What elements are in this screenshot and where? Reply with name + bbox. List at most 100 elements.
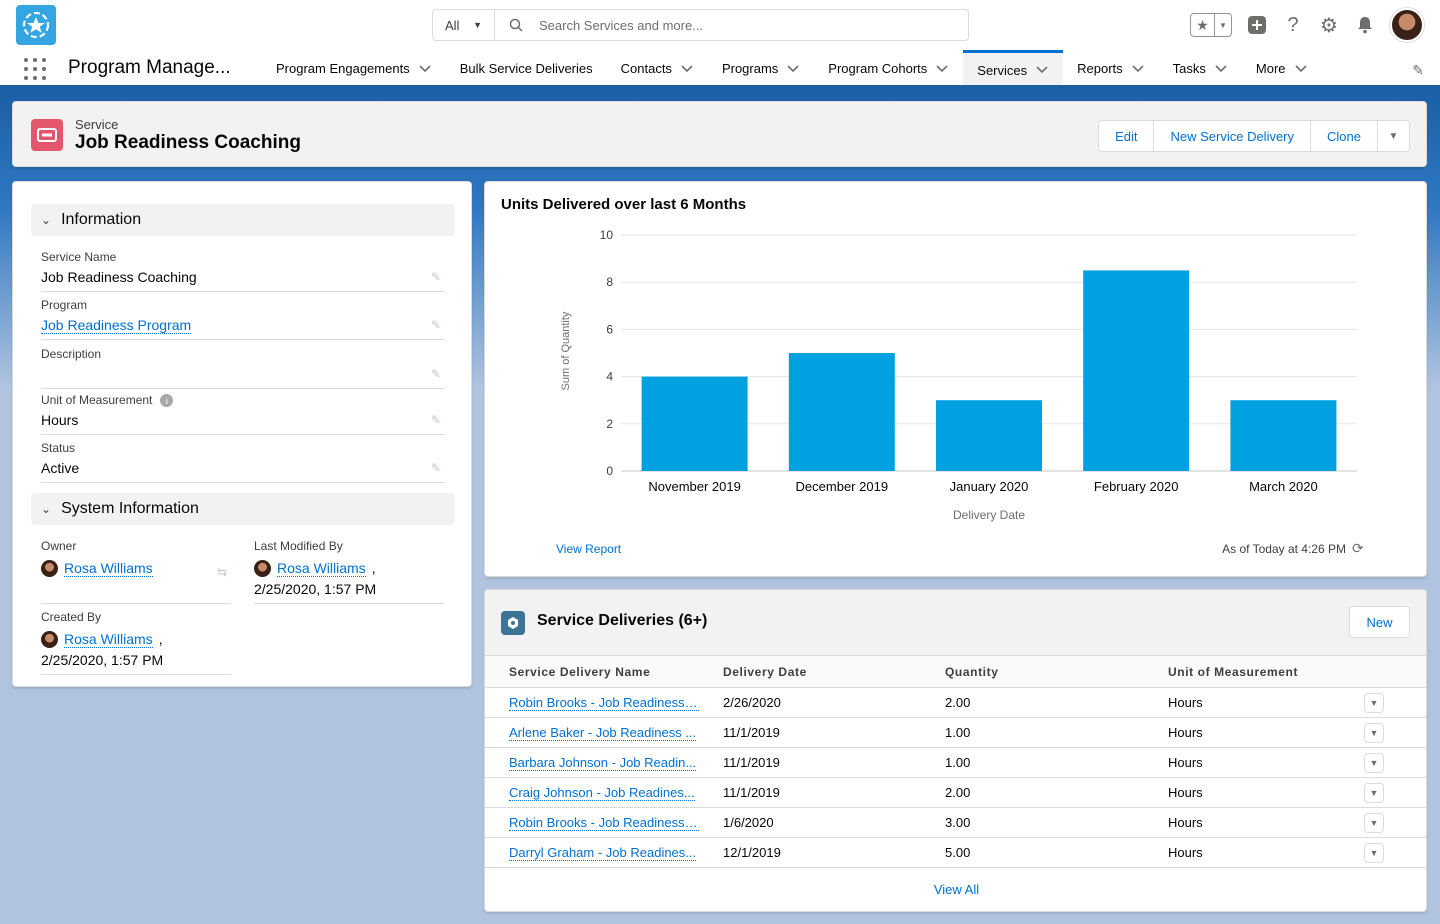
pencil-icon[interactable]: ✎ [430,270,441,284]
column-header[interactable]: Delivery Date [699,655,921,688]
service-delivery-icon [501,611,525,635]
service-delivery-link[interactable]: Robin Brooks - Job Readiness ... [485,807,699,838]
created-by-link[interactable]: Rosa Williams [64,630,153,648]
service-delivery-link[interactable]: Darryl Graham - Job Readines... [485,837,699,868]
change-owner-icon[interactable]: ⇆ [216,565,227,579]
information-section-toggle[interactable]: ⌄ Information [31,204,455,236]
unit-cell: Hours [1144,687,1364,718]
bar-3 [1083,270,1190,471]
field-label: Owner [41,539,77,553]
notifications-button[interactable] [1354,14,1376,36]
record-details-card: ⌄ Information Service Name Job Readiness… [12,181,472,687]
global-header: All ▼ Search Services and more... ★ ▼ ? … [0,0,1440,50]
field-value: Active [41,460,80,476]
pencil-icon[interactable]: ✎ [430,413,441,427]
owner-link[interactable]: Rosa Williams [64,559,153,577]
row-actions-chevron-down-icon[interactable]: ▼ [1364,722,1384,743]
new-button[interactable]: New [1349,606,1410,638]
row-actions-chevron-down-icon[interactable]: ▼ [1364,752,1384,773]
quantity-cell: 2.00 [921,687,1144,718]
nav-tab-label: Tasks [1172,61,1206,76]
nav-tab-label: More [1255,61,1286,76]
info-icon[interactable]: i [160,394,174,408]
table-row: Barbara Johnson - Job Readin... 11/1/2019… [485,747,1426,778]
row-actions-chevron-down-icon[interactable]: ▼ [1364,842,1384,863]
row-actions-chevron-down-icon[interactable]: ▼ [1364,692,1384,713]
global-create-button[interactable] [1246,14,1268,36]
nav-tab-programs[interactable]: Programs [708,50,814,87]
nav-tab-contacts[interactable]: Contacts [607,50,708,87]
row-actions-chevron-down-icon[interactable]: ▼ [1364,812,1384,833]
service-name-field: Service Name Job Readiness Coaching ✎ [41,250,445,292]
chevron-down-icon[interactable] [1294,62,1308,76]
nav-tab-program-engagements[interactable]: Program Engagements [262,50,446,87]
search-input[interactable]: Search Services and more... [495,10,968,40]
chevron-down-icon[interactable] [1131,62,1145,76]
user-avatar[interactable] [1390,8,1424,42]
report-chart-card: Units Delivered over last 6 Months 0 2 4 6 8… [484,181,1427,577]
service-delivery-link[interactable]: Barbara Johnson - Job Readin... [485,747,699,778]
clone-button[interactable]: Clone [1311,121,1378,151]
quantity-cell: 3.00 [921,807,1144,838]
unit-cell: Hours [1144,777,1364,808]
page-title: Job Readiness Coaching [75,132,301,153]
bar-chart: 0 2 4 6 8 10 November 2019 December 2019 January… [560,228,1357,522]
refresh-icon[interactable]: ⟳ [1352,540,1364,556]
table-row: Darryl Graham - Job Readines... 12/1/2019… [485,837,1426,868]
favorites-button[interactable]: ★ ▼ [1190,13,1232,37]
edit-button[interactable]: Edit [1099,121,1155,151]
app-launcher-icon[interactable] [24,58,46,80]
service-delivery-link[interactable]: Craig Johnson - Job Readines... [485,777,699,808]
edit-nav-pencil-icon[interactable]: ✎ [1412,62,1424,78]
section-title: Information [61,211,142,228]
nav-tab-tasks[interactable]: Tasks [1159,50,1242,87]
app-logo[interactable] [16,5,56,45]
service-record-icon [31,119,63,151]
nav-tab-program-cohorts[interactable]: Program Cohorts [814,50,963,87]
pencil-icon[interactable]: ✎ [430,367,441,381]
chevron-down-icon[interactable] [680,62,694,76]
help-button[interactable]: ? [1282,14,1304,36]
service-delivery-link[interactable]: Robin Brooks - Job Readiness ... [485,687,699,718]
more-actions-button[interactable]: ▼ [1378,121,1409,151]
nav-tab-label: Program Cohorts [828,61,928,76]
nav-tab-more[interactable]: More [1242,50,1322,87]
row-actions-chevron-down-icon[interactable]: ▼ [1364,782,1384,803]
related-list-title: Service Deliveries (6+) [537,612,708,629]
program-link[interactable]: Job Readiness Program [41,317,192,334]
setup-button[interactable]: ⚙ [1318,14,1340,37]
unit-cell: Hours [1144,717,1364,748]
chevron-down-icon: ⌄ [41,502,52,516]
chevron-down-icon[interactable]: ▼ [1219,20,1227,30]
service-delivery-link[interactable]: Arlene Baker - Job Readiness ... [485,717,699,748]
pencil-icon[interactable]: ✎ [430,461,441,475]
last-modified-by-link[interactable]: Rosa Williams [277,559,366,577]
chevron-down-icon[interactable] [418,62,432,76]
chevron-down-icon[interactable] [1035,63,1049,77]
x-tick-label: November 2019 [648,479,741,494]
nav-tab-bulk-service-deliveries[interactable]: Bulk Service Deliveries [446,50,607,87]
nav-tab-reports[interactable]: Reports [1063,50,1159,87]
new-service-delivery-button[interactable]: New Service Delivery [1154,121,1312,151]
column-header[interactable]: Service Delivery Name [485,655,699,688]
chevron-down-icon[interactable] [1214,62,1228,76]
system-information-section-toggle[interactable]: ⌄ System Information [31,493,455,525]
nav-tab-services[interactable]: Services [963,50,1064,87]
column-header[interactable]: Unit of Measurement [1144,655,1364,688]
last-modified-date: 2/25/2020, 1:57 PM [254,581,377,597]
view-report-link[interactable]: View Report [556,542,622,556]
chevron-down-icon[interactable] [786,62,800,76]
search-icon [509,18,523,32]
bell-icon [1358,17,1372,34]
x-tick-label: February 2020 [1094,479,1179,494]
pencil-icon[interactable]: ✎ [430,318,441,332]
star-logo-icon [22,11,50,39]
nav-tab-label: Program Engagements [276,61,410,76]
search-scope-select[interactable]: All ▼ [433,10,495,40]
view-all-link[interactable]: View All [933,882,980,897]
chevron-down-icon[interactable] [935,62,949,76]
bar-4 [1230,400,1337,471]
description-field: Description ✎ [41,347,445,389]
table-row: Craig Johnson - Job Readines... 11/1/2019… [485,777,1426,808]
column-header[interactable]: Quantity [921,655,1144,688]
